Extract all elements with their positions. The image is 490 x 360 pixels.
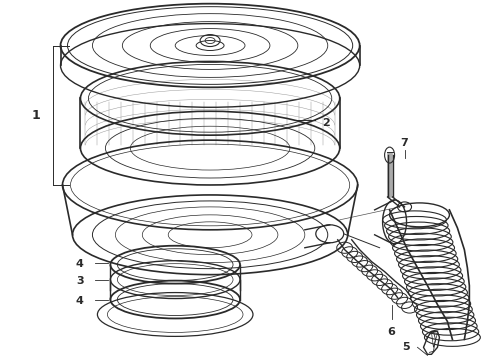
Text: 1: 1 — [31, 109, 40, 122]
Text: 7: 7 — [401, 138, 409, 148]
Text: 2: 2 — [322, 118, 330, 128]
Text: 4: 4 — [75, 259, 83, 269]
Text: 6: 6 — [388, 328, 395, 337]
Text: 3: 3 — [76, 276, 83, 285]
Text: 4: 4 — [75, 296, 83, 306]
Text: 5: 5 — [402, 342, 410, 352]
